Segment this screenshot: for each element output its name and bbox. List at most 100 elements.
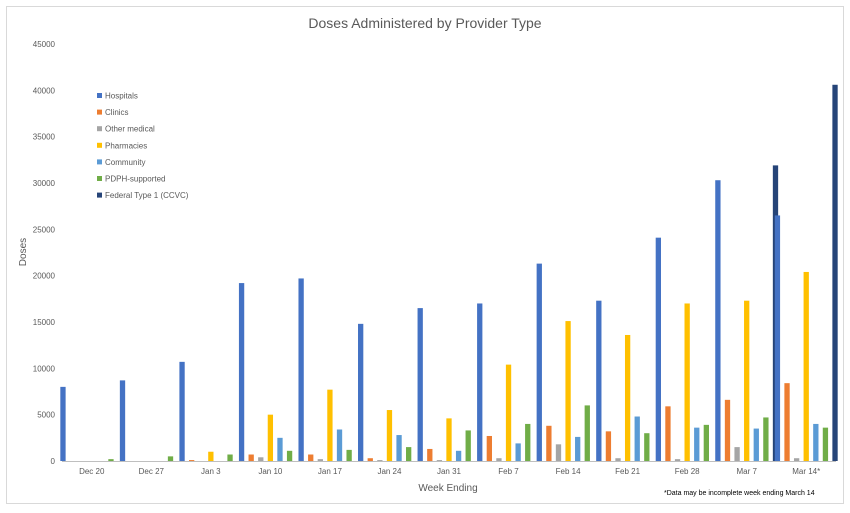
x-tick-label: Jan 17 <box>318 467 343 476</box>
bar-hospitals-10 <box>655 237 661 461</box>
bar-pdph-supported-4 <box>346 449 352 461</box>
bar-clinics-5 <box>367 458 373 461</box>
bar-pharmacies-5 <box>386 410 393 461</box>
bar-pdph-supported-9 <box>644 433 650 461</box>
chart-title: Doses Administered by Provider Type <box>308 15 541 31</box>
bar-federal-type-1-ccvc-12 <box>832 84 838 462</box>
bar-pharmacies-3 <box>267 414 274 461</box>
bar-other-medical-11 <box>734 447 740 461</box>
y-axis-label: Doses <box>18 238 29 266</box>
bar-community-12 <box>813 423 819 461</box>
x-axis-label: Week Ending <box>418 483 477 494</box>
bar-hospitals-2 <box>179 361 185 461</box>
bar-pdph-supported-1 <box>167 456 174 461</box>
bar-other-medical-6 <box>436 460 443 461</box>
bar-clinics-11 <box>724 399 731 461</box>
bar-pdph-supported-8 <box>584 405 590 461</box>
x-tick-label: Mar 7 <box>736 467 757 476</box>
bar-pdph-supported-12 <box>822 427 829 461</box>
bar-hospitals-12 <box>774 215 781 461</box>
x-tick-label: Feb 21 <box>615 467 640 476</box>
x-tick-label: Feb 14 <box>556 467 581 476</box>
legend-label: Other medical <box>105 125 155 134</box>
bar-pdph-supported-10 <box>703 424 709 461</box>
x-tick-label: Dec 27 <box>139 467 165 476</box>
y-tick-label: 40000 <box>33 86 56 95</box>
bar-clinics-10 <box>665 406 671 461</box>
bar-other-medical-3 <box>258 457 264 461</box>
y-tick-label: 20000 <box>33 272 56 281</box>
bar-hospitals-7 <box>477 303 483 461</box>
bar-other-medical-12 <box>793 458 800 461</box>
bar-pdph-supported-6 <box>465 430 471 461</box>
bar-pdph-supported-3 <box>286 450 293 461</box>
x-tick-label: Dec 20 <box>79 467 105 476</box>
bar-pharmacies-12 <box>803 271 809 461</box>
bar-other-medical-10 <box>674 459 681 461</box>
bar-community-3 <box>277 437 283 461</box>
legend-label: Hospitals <box>105 92 138 101</box>
bar-community-11 <box>753 428 759 461</box>
bar-other-medical-7 <box>496 458 502 461</box>
x-tick-label: Feb 28 <box>675 467 700 476</box>
bar-clinics-3 <box>248 454 254 461</box>
legend-swatch <box>97 142 102 148</box>
bar-clinics-12 <box>784 383 790 461</box>
bar-hospitals-11 <box>715 180 721 461</box>
bar-hospitals-3 <box>238 283 245 461</box>
legend-swatch <box>97 109 102 115</box>
legend-swatch <box>97 126 102 132</box>
y-tick-label: 5000 <box>37 411 55 420</box>
bar-pdph-supported-0 <box>108 459 114 461</box>
y-tick-label: 45000 <box>33 40 56 49</box>
bar-other-medical-5 <box>377 460 383 461</box>
bar-hospitals-8 <box>536 263 542 461</box>
bar-pharmacies-2 <box>208 451 214 461</box>
y-tick-label: 0 <box>51 457 56 466</box>
x-tick-label: Jan 3 <box>201 467 221 476</box>
bar-clinics-9 <box>605 431 612 461</box>
bar-pharmacies-7 <box>505 364 512 461</box>
legend-swatch <box>97 192 102 198</box>
legend-label: Pharmacies <box>105 141 147 150</box>
y-tick-label: 10000 <box>33 364 56 373</box>
legend-swatch <box>97 176 102 181</box>
bar-community-5 <box>396 435 402 461</box>
bar-pharmacies-6 <box>446 418 452 461</box>
bar-pdph-supported-11 <box>763 417 769 461</box>
x-tick-label: Jan 31 <box>437 467 462 476</box>
bar-hospitals-6 <box>417 308 423 461</box>
bar-hospitals-1 <box>119 380 126 461</box>
bar-pdph-supported-5 <box>406 447 412 461</box>
legend-swatch <box>97 159 102 165</box>
bar-pdph-supported-2 <box>227 454 233 461</box>
bar-clinics-6 <box>427 448 433 461</box>
bar-community-10 <box>694 427 700 461</box>
bar-hospitals-4 <box>298 278 304 461</box>
bar-pdph-supported-7 <box>525 423 531 461</box>
bar-clinics-8 <box>546 425 552 461</box>
legend-label: PDPH-supported <box>105 175 165 184</box>
bar-pharmacies-10 <box>684 303 690 461</box>
y-tick-label: 30000 <box>33 179 56 188</box>
bar-community-9 <box>634 416 640 461</box>
x-tick-label: Mar 14* <box>792 467 820 476</box>
chart-frame <box>6 6 844 504</box>
bar-pharmacies-4 <box>327 389 333 461</box>
bar-community-6 <box>455 450 462 461</box>
bar-hospitals-0 <box>60 386 66 461</box>
bar-community-8 <box>575 436 581 461</box>
bar-pharmacies-8 <box>565 321 571 461</box>
y-tick-label: 15000 <box>33 318 56 327</box>
y-tick-label: 25000 <box>33 225 56 234</box>
bar-pharmacies-9 <box>624 334 631 461</box>
bar-clinics-4 <box>308 454 314 461</box>
x-tick-label: Feb 7 <box>498 467 519 476</box>
bar-hospitals-5 <box>358 323 364 461</box>
x-tick-label: Jan 24 <box>377 467 402 476</box>
legend-label: Community <box>105 158 145 167</box>
legend-label: Federal Type 1 (CCVC) <box>105 191 189 200</box>
bar-other-medical-9 <box>615 458 621 461</box>
bar-clinics-2 <box>189 460 195 461</box>
